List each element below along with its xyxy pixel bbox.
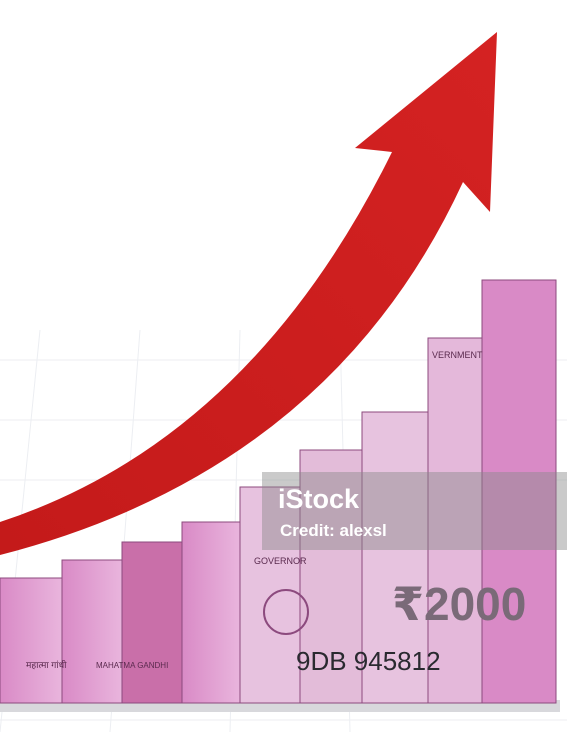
- governor: GOVERNOR: [254, 556, 307, 566]
- denomination: ₹2000: [392, 578, 526, 630]
- note-texts: ₹2000 9DB 945812 GOVERNOR MAHATMA GANDHI…: [26, 350, 526, 676]
- watermark-band: [262, 472, 567, 550]
- watermark-credit: Credit: alexsl: [280, 521, 387, 540]
- watermark-brand: iStock: [278, 484, 360, 514]
- serial: 9DB 945812: [296, 646, 441, 676]
- arrow: [0, 32, 497, 555]
- note-stacks: [0, 279, 557, 704]
- name: MAHATMA GANDHI: [96, 661, 168, 670]
- seal: [263, 589, 309, 635]
- government: VERNMENT: [432, 350, 483, 360]
- hindi-name: महात्मा गांधी: [26, 659, 67, 670]
